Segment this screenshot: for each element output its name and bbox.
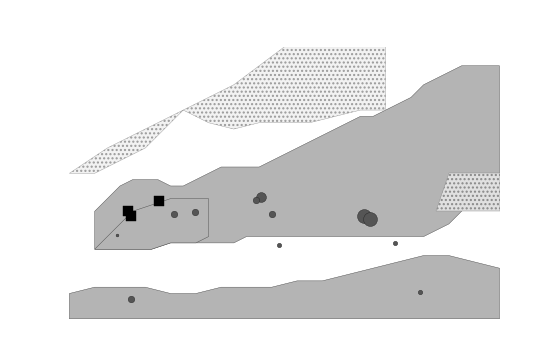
Point <box>359 214 368 219</box>
Point <box>155 198 164 204</box>
Polygon shape <box>69 256 500 319</box>
Point <box>251 197 260 203</box>
Point <box>190 209 199 215</box>
Polygon shape <box>95 199 209 249</box>
Polygon shape <box>69 47 386 173</box>
Point <box>112 232 121 238</box>
Point <box>365 216 374 222</box>
Point <box>124 208 133 214</box>
Point <box>268 211 276 217</box>
Point <box>256 194 265 200</box>
Point <box>275 242 284 248</box>
Point <box>416 289 425 295</box>
Polygon shape <box>95 66 500 249</box>
Polygon shape <box>436 173 500 211</box>
Point <box>169 211 178 217</box>
Point <box>127 214 136 219</box>
Point <box>127 296 136 302</box>
Point <box>391 240 400 246</box>
